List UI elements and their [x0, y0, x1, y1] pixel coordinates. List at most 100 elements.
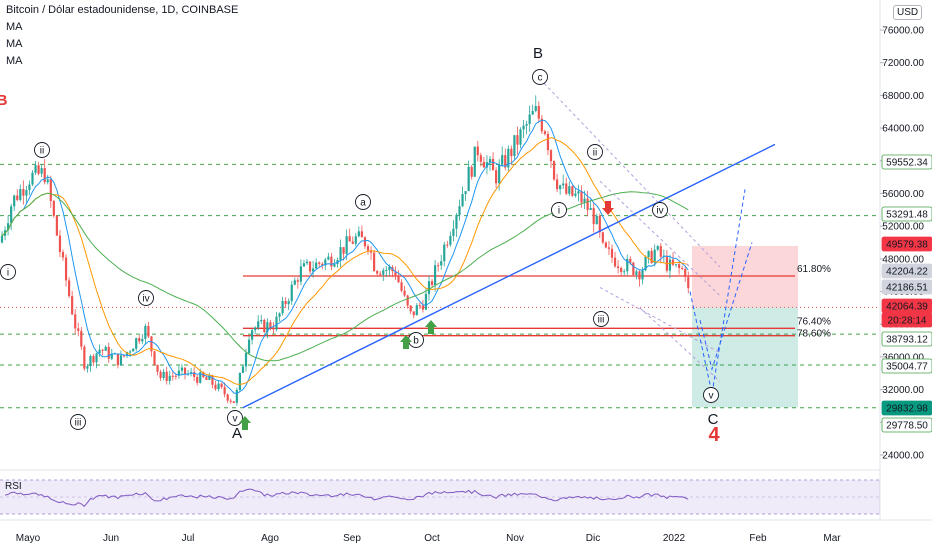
- candle-body[interactable]: [366, 246, 370, 251]
- candle-body[interactable]: [86, 366, 89, 369]
- candle-body[interactable]: [452, 228, 455, 236]
- candle-body[interactable]: [354, 236, 357, 244]
- candle-body[interactable]: [196, 376, 199, 383]
- price-label-box[interactable]: [881, 358, 932, 374]
- candle-body[interactable]: [613, 257, 617, 267]
- candle-body[interactable]: [296, 280, 299, 282]
- candle-body[interactable]: [214, 384, 217, 390]
- candle-body[interactable]: [449, 235, 452, 245]
- candle-body[interactable]: [281, 300, 284, 314]
- candle-body[interactable]: [498, 164, 501, 184]
- candle-body[interactable]: [293, 280, 296, 285]
- candle-body[interactable]: [95, 353, 98, 363]
- indicator-ma-3[interactable]: MA: [6, 55, 23, 67]
- candle-body[interactable]: [376, 271, 379, 274]
- candle-body[interactable]: [290, 284, 293, 302]
- support-trendline[interactable]: [242, 143, 776, 409]
- candle-body[interactable]: [684, 268, 687, 278]
- candle-body[interactable]: [174, 375, 177, 377]
- price-label-box[interactable]: [881, 154, 932, 170]
- candle-body[interactable]: [342, 247, 345, 254]
- candle-body[interactable]: [650, 251, 653, 263]
- candle-body[interactable]: [254, 327, 257, 331]
- candle-body[interactable]: [159, 371, 162, 379]
- candle-body[interactable]: [351, 241, 354, 244]
- candle-body[interactable]: [522, 125, 525, 130]
- candle-body[interactable]: [360, 231, 363, 238]
- candle-body[interactable]: [516, 135, 519, 145]
- candle-body[interactable]: [312, 268, 315, 272]
- candle-body[interactable]: [122, 355, 126, 357]
- price-label-box[interactable]: [881, 417, 932, 433]
- candle-body[interactable]: [141, 338, 144, 342]
- candle-body[interactable]: [104, 346, 107, 351]
- candle-body[interactable]: [205, 377, 208, 380]
- candle-body[interactable]: [232, 401, 235, 403]
- candle-body[interactable]: [534, 105, 537, 111]
- candle-body[interactable]: [455, 214, 458, 229]
- candle-body[interactable]: [434, 265, 437, 286]
- candle-body[interactable]: [64, 257, 68, 281]
- channel-line[interactable]: [539, 78, 721, 268]
- price-label-box[interactable]: [881, 206, 932, 222]
- candle-body[interactable]: [681, 267, 684, 269]
- candle-body[interactable]: [409, 305, 412, 312]
- candle-body[interactable]: [247, 339, 251, 354]
- candle-body[interactable]: [266, 322, 269, 333]
- candle-body[interactable]: [668, 259, 672, 271]
- candle-body[interactable]: [549, 150, 553, 162]
- candle-body[interactable]: [125, 351, 129, 356]
- candle-body[interactable]: [28, 184, 31, 191]
- candle-body[interactable]: [546, 133, 550, 151]
- candle-body[interactable]: [339, 247, 342, 261]
- candle-body[interactable]: [68, 280, 71, 297]
- price-label-box[interactable]: [881, 312, 932, 328]
- candle-body[interactable]: [461, 194, 464, 207]
- candle-body[interactable]: [495, 170, 498, 184]
- candle-body[interactable]: [269, 322, 272, 329]
- candle-body[interactable]: [74, 314, 77, 329]
- candle-body[interactable]: [116, 353, 119, 366]
- candle-body[interactable]: [482, 161, 485, 168]
- candle-body[interactable]: [601, 232, 604, 243]
- candle-body[interactable]: [10, 206, 13, 224]
- candle-body[interactable]: [595, 215, 598, 225]
- candle-body[interactable]: [568, 186, 571, 194]
- candle-body[interactable]: [687, 277, 690, 289]
- candle-body[interactable]: [71, 296, 74, 315]
- candle-body[interactable]: [678, 264, 681, 268]
- candle-body[interactable]: [287, 301, 290, 305]
- candle-body[interactable]: [473, 146, 476, 177]
- candle-body[interactable]: [138, 338, 141, 342]
- candle-body[interactable]: [400, 282, 403, 291]
- candle-body[interactable]: [284, 300, 287, 305]
- candle-body[interactable]: [580, 191, 583, 203]
- candle-body[interactable]: [424, 293, 428, 310]
- candle-body[interactable]: [183, 367, 187, 375]
- candle-body[interactable]: [635, 271, 638, 275]
- candle-body[interactable]: [565, 183, 568, 194]
- candle-body[interactable]: [421, 305, 424, 310]
- candle-body[interactable]: [223, 387, 226, 395]
- indicator-ma-1[interactable]: MA: [6, 21, 23, 33]
- alt-projection-path[interactable]: [699, 242, 753, 372]
- candle-body[interactable]: [430, 281, 434, 286]
- candle-body[interactable]: [318, 262, 321, 264]
- candle-body[interactable]: [607, 247, 611, 249]
- candle-body[interactable]: [479, 155, 482, 162]
- candle-body[interactable]: [653, 249, 656, 263]
- price-label-box[interactable]: [881, 263, 932, 279]
- candle-body[interactable]: [315, 262, 318, 269]
- candle-body[interactable]: [443, 244, 446, 262]
- ma-fast-line[interactable]: [1, 119, 689, 395]
- candle-body[interactable]: [263, 319, 266, 333]
- candle-body[interactable]: [562, 183, 565, 186]
- candle-body[interactable]: [302, 263, 306, 267]
- candle-body[interactable]: [427, 281, 431, 294]
- candle-body[interactable]: [647, 251, 650, 258]
- candle-body[interactable]: [513, 135, 516, 157]
- candle-body[interactable]: [330, 256, 333, 267]
- candle-body[interactable]: [25, 190, 28, 196]
- candle-body[interactable]: [217, 383, 220, 390]
- candle-body[interactable]: [110, 353, 113, 359]
